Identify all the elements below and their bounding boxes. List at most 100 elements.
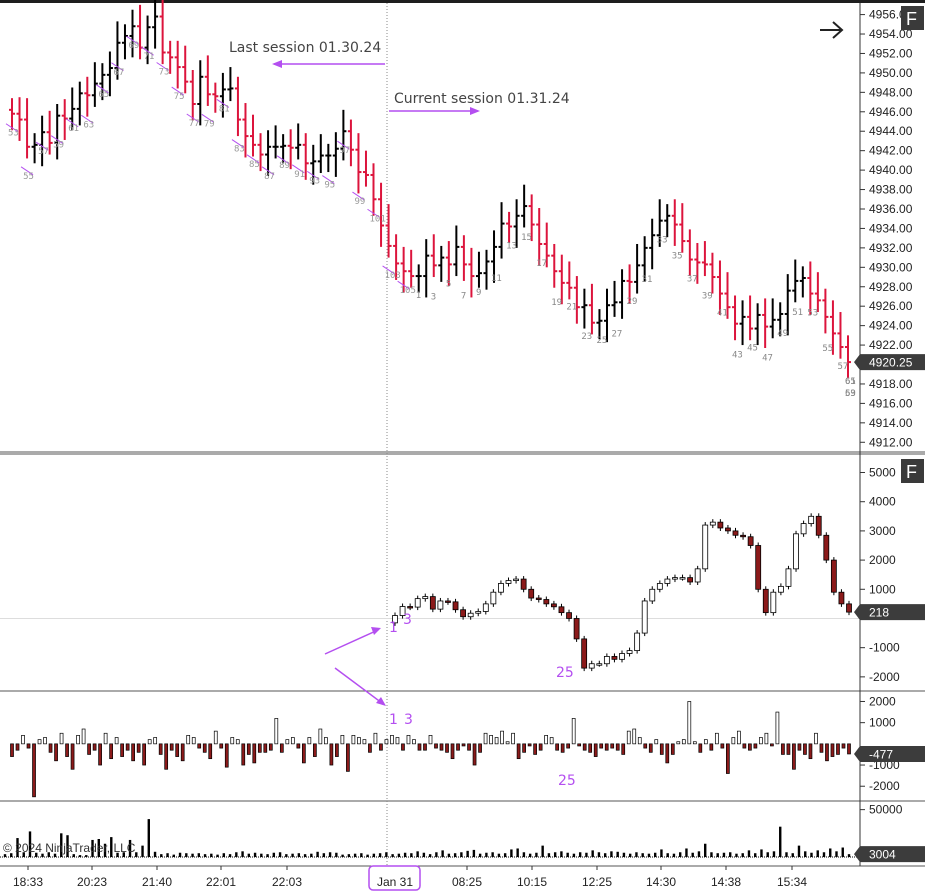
volume-bar bbox=[422, 852, 426, 857]
bar-delta-candle bbox=[395, 737, 400, 745]
volume-bar bbox=[385, 852, 388, 857]
bar-delta-candle bbox=[483, 732, 488, 745]
price-bar bbox=[325, 143, 332, 173]
bar-delta-candle bbox=[241, 743, 246, 766]
bar-delta-candle bbox=[76, 735, 80, 745]
cum-delta-body bbox=[498, 583, 504, 593]
bar-count-label: 105 bbox=[400, 286, 416, 296]
panel-menu-button[interactable]: F bbox=[901, 459, 924, 483]
bar-delta-candle bbox=[659, 743, 664, 755]
bar-count-label: 101 bbox=[370, 214, 386, 224]
bar-delta-candle bbox=[65, 743, 69, 757]
bar-delta-candle bbox=[681, 739, 686, 745]
price-bar bbox=[54, 104, 61, 160]
price-bar bbox=[219, 72, 226, 118]
price-bar bbox=[106, 51, 113, 97]
volume-bar bbox=[260, 853, 263, 857]
price-bar bbox=[588, 283, 595, 335]
bar-delta-axis-tick-label: 1000 bbox=[869, 716, 896, 730]
cum-delta-body bbox=[717, 521, 724, 529]
cum-delta-body bbox=[551, 603, 557, 608]
volume-bar bbox=[397, 853, 401, 857]
bar-count-label: 25 bbox=[596, 336, 607, 346]
bar-delta-pointer-arrowhead bbox=[376, 697, 386, 706]
volume-bar bbox=[210, 853, 213, 857]
price-bar bbox=[129, 9, 136, 58]
bar-delta-candle bbox=[346, 743, 350, 772]
bar-count-label: 63 bbox=[83, 120, 94, 130]
cum-delta-body bbox=[687, 577, 693, 583]
price-bar bbox=[792, 259, 799, 303]
arrow-right-icon[interactable] bbox=[820, 21, 844, 39]
bar-delta-candle bbox=[384, 739, 389, 745]
cum-delta-candle bbox=[520, 576, 527, 593]
bar-delta-candle bbox=[318, 728, 323, 745]
price-bar bbox=[355, 133, 362, 194]
bar-delta-candle bbox=[357, 737, 361, 745]
bar-delta-candle bbox=[759, 737, 763, 745]
price-bar bbox=[362, 150, 369, 187]
price-axis-tick-label: 4932.00 bbox=[869, 241, 913, 255]
bar-delta-candle bbox=[676, 741, 681, 745]
volume-bar bbox=[704, 843, 707, 857]
price-bar bbox=[152, 0, 159, 49]
bar-delta-candle bbox=[131, 743, 135, 762]
price-axis-tick-label: 4914.00 bbox=[869, 416, 913, 430]
price-bar bbox=[242, 103, 249, 158]
bar-delta-candle bbox=[687, 701, 692, 745]
bar-delta-candle bbox=[213, 730, 218, 745]
volume-bar bbox=[347, 854, 351, 857]
volume-bar bbox=[453, 853, 457, 857]
cum-delta-candle bbox=[566, 609, 572, 622]
cum-delta-candle bbox=[793, 530, 799, 572]
cum-delta-annotation-3: 3 bbox=[403, 612, 412, 628]
price-bar bbox=[596, 309, 603, 340]
bar-count-label: 59 bbox=[845, 389, 856, 399]
last-price-badge-text: 4920.25 bbox=[869, 356, 913, 370]
volume-bar bbox=[572, 853, 576, 857]
panel-menu-button[interactable]: F bbox=[901, 6, 924, 30]
bar-delta-candle bbox=[423, 743, 427, 751]
price-bar bbox=[543, 222, 550, 268]
volume-bar bbox=[110, 837, 113, 857]
bar-delta-candle bbox=[825, 743, 829, 762]
bar-count-tick bbox=[397, 280, 410, 290]
bar-delta-candle bbox=[439, 743, 444, 751]
bar-delta-candle bbox=[417, 743, 422, 751]
cum-delta-candle bbox=[467, 610, 474, 620]
volume-bar bbox=[729, 852, 732, 857]
bar-count-tick bbox=[156, 62, 169, 71]
cum-delta-candle bbox=[732, 527, 739, 539]
bar-count-label: 69 bbox=[129, 41, 140, 51]
cum-delta-candle bbox=[762, 586, 769, 616]
cum-delta-body bbox=[732, 530, 739, 536]
price-bar bbox=[287, 129, 294, 170]
volume-bar bbox=[172, 854, 175, 857]
price-bar bbox=[317, 134, 324, 174]
cum-delta-body bbox=[392, 615, 398, 624]
price-bar bbox=[641, 236, 648, 282]
volume-bar bbox=[779, 826, 782, 857]
cum-delta-candle bbox=[702, 522, 709, 572]
cum-delta-candle bbox=[460, 606, 467, 620]
bar-delta-candle bbox=[775, 711, 780, 745]
bar-delta-candle bbox=[54, 743, 58, 762]
price-axis-tick-label: 4912.00 bbox=[869, 435, 913, 449]
cum-delta-candle bbox=[846, 600, 852, 616]
cum-delta-axis-tick-label: -1000 bbox=[869, 641, 900, 655]
bar-delta-candle bbox=[43, 737, 47, 745]
volume-bar bbox=[247, 853, 251, 857]
volume-bar bbox=[410, 853, 413, 857]
bar-delta-candle bbox=[180, 743, 185, 762]
cum-delta-candle bbox=[482, 600, 489, 615]
bar-delta-candle bbox=[654, 739, 659, 745]
bar-delta-candle bbox=[351, 735, 356, 745]
bar-delta-candle bbox=[109, 743, 113, 760]
cum-delta-candle bbox=[573, 615, 580, 642]
bar-delta-candle bbox=[324, 737, 328, 745]
bar-delta-candle bbox=[224, 743, 229, 768]
cum-delta-body bbox=[528, 588, 535, 599]
bar-count-tick bbox=[111, 62, 124, 72]
bar-delta-candle bbox=[692, 741, 697, 745]
